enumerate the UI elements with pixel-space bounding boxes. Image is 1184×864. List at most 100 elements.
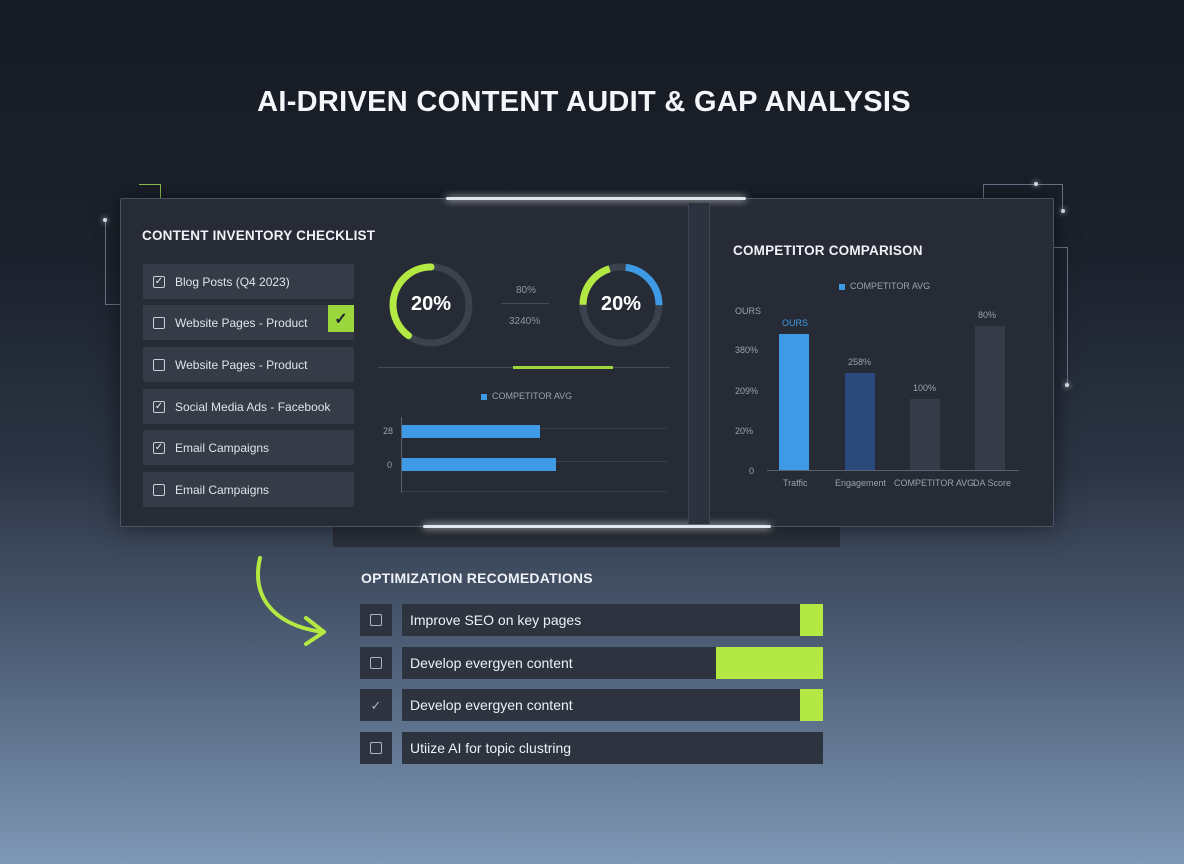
inventory-item-label: Website Pages - Product <box>175 357 308 372</box>
inventory-item[interactable]: ✓ Social Media Ads - Facebook <box>143 389 354 424</box>
inventory-item[interactable]: Website Pages - Product <box>143 305 354 340</box>
recommendations-title: OPTIMIZATION RECOMEDATIONS <box>361 570 593 586</box>
recommendation-item[interactable]: Develop evergyen content <box>402 647 823 679</box>
mini-chart-gridline <box>401 491 667 492</box>
recommendation-progress <box>799 604 823 636</box>
mini-chart-row-label: 0 <box>387 460 393 470</box>
circuit-line-right-a <box>1062 184 1063 212</box>
checkbox-checked-icon[interactable]: ✓ <box>153 400 165 413</box>
panel-divider <box>688 203 710 524</box>
checkbox-icon[interactable] <box>153 483 165 496</box>
recommendation-checkbox[interactable]: ✓ <box>360 689 392 721</box>
x-tick-label: Engagement <box>835 478 887 488</box>
checkbox-icon[interactable] <box>370 657 382 669</box>
inventory-item-label: Email Campaigns <box>175 482 270 497</box>
legend-swatch <box>481 393 487 400</box>
metric-middle-bottom: 3240% <box>509 316 541 327</box>
recommendation-checkbox[interactable] <box>360 647 392 679</box>
donut-chart-right <box>579 263 663 347</box>
panel-glow-top <box>446 197 746 200</box>
donut-chart-left <box>389 263 473 347</box>
metric-middle-top: 80% <box>516 285 537 296</box>
inventory-item[interactable]: Email Campaigns <box>143 472 354 507</box>
inventory-item-label: Email Campaigns <box>175 440 270 455</box>
checkbox-checked-icon[interactable]: ✓ <box>153 275 165 288</box>
inventory-item-label: Website Pages - Product <box>175 315 308 330</box>
circuit-line-left <box>105 219 106 305</box>
circuit-line-top-left <box>139 184 161 185</box>
checkbox-icon[interactable] <box>370 742 382 754</box>
inventory-item-label: Social Media Ads - Facebook <box>175 399 331 414</box>
circuit-line-top-right-down <box>983 184 984 198</box>
metrics-separator-accent <box>513 366 613 369</box>
bar-data-label: OURS <box>782 318 809 329</box>
circuit-line-top-left-down <box>160 184 161 198</box>
donut-right-value: 20% <box>600 293 642 315</box>
competitor-title: COMPETITOR COMPARISON <box>733 243 923 258</box>
recommendation-item[interactable]: Develop evergyen content <box>402 689 823 721</box>
recommendation-item[interactable]: Utiize AI for topic clustring <box>402 732 823 764</box>
y-tick-label: OURS <box>735 306 762 316</box>
inventory-title: CONTENT INVENTORY CHECKLIST <box>142 228 376 243</box>
y-tick-label: 0 <box>749 466 755 476</box>
recommendation-progress <box>799 689 823 721</box>
y-tick-label: 20% <box>735 426 754 436</box>
recommendation-progress <box>715 647 823 679</box>
x-axis <box>767 470 1019 471</box>
checkbox-checked-icon[interactable]: ✓ <box>153 441 165 454</box>
competitor-legend: COMPETITOR AVG <box>839 281 930 291</box>
inventory-item[interactable]: Website Pages - Product <box>143 347 354 382</box>
metric-divider <box>501 303 549 304</box>
competitor-bar <box>845 372 875 470</box>
competitor-bar <box>779 334 809 470</box>
recommendation-item[interactable]: Improve SEO on key pages <box>402 604 823 636</box>
x-tick-label: DA Score <box>973 478 1012 488</box>
mini-chart-legend: COMPETITOR AVG <box>481 391 572 401</box>
bar-data-label: 100% <box>913 383 937 394</box>
inventory-item[interactable]: ✓ Blog Posts (Q4 2023) <box>143 264 354 299</box>
competitor-bar <box>975 325 1005 470</box>
recommendation-label: Improve SEO on key pages <box>410 612 582 628</box>
bar-data-label: 258% <box>848 356 872 367</box>
glow-dot-right <box>1061 209 1065 213</box>
panel-base-shadow <box>333 527 840 547</box>
checkbox-icon[interactable] <box>370 614 382 626</box>
circuit-line-right-c <box>1067 247 1068 385</box>
recommendation-checkbox[interactable] <box>360 604 392 636</box>
page-title: AI-DRIVEN CONTENT AUDIT & GAP ANALYSIS <box>257 86 911 118</box>
checkbox-icon[interactable] <box>153 316 165 329</box>
donut-left-progress <box>389 263 473 347</box>
legend-swatch <box>839 283 845 290</box>
x-tick-label: Traffic <box>783 478 808 488</box>
circuit-line-right-b <box>1054 247 1068 248</box>
y-tick-label: 209% <box>735 386 759 396</box>
panel-glow-bottom <box>423 525 771 528</box>
donut-right-progress-blue <box>579 263 663 347</box>
checkmark-icon[interactable]: ✓ <box>370 697 382 713</box>
recommendation-label: Develop evergyen content <box>410 697 573 713</box>
curved-arrow-icon <box>256 556 326 646</box>
mini-chart-axis <box>401 417 402 493</box>
bar-data-label: 80% <box>978 309 997 320</box>
recommendation-checkbox[interactable] <box>360 732 392 764</box>
competitor-legend-label: COMPETITOR AVG <box>850 281 931 291</box>
mini-chart-row-label: 28 <box>383 426 394 436</box>
y-tick-label: 380% <box>735 345 759 355</box>
recommendation-label: Develop evergyen content <box>410 655 573 671</box>
circuit-line-top-right <box>983 184 1063 185</box>
glow-dot-right-bottom <box>1065 383 1069 387</box>
circuit-line-left-stub <box>105 304 120 305</box>
mini-chart-bar <box>402 425 541 438</box>
donut-left-value: 20% <box>410 293 452 315</box>
checkmark-icon[interactable]: ✓ <box>328 305 354 332</box>
glow-dot-left <box>103 218 107 222</box>
glow-dot-top-right <box>1034 182 1038 186</box>
x-tick-label: COMPETITOR AVG <box>894 478 975 488</box>
checkbox-icon[interactable] <box>153 358 165 371</box>
inventory-item[interactable]: ✓ Email Campaigns <box>143 430 354 465</box>
recommendation-label: Utiize AI for topic clustring <box>410 740 572 756</box>
mini-chart-legend-label: COMPETITOR AVG <box>492 391 573 401</box>
mini-chart-bar <box>402 458 557 471</box>
dashboard-panel: CONTENT INVENTORY CHECKLIST ✓ Blog Posts… <box>120 197 1054 528</box>
inventory-item-label: Blog Posts (Q4 2023) <box>175 274 290 289</box>
